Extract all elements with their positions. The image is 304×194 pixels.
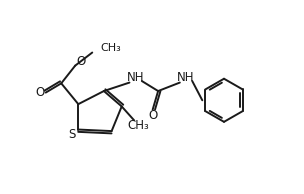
Text: O: O <box>76 55 85 68</box>
Text: O: O <box>36 86 45 99</box>
Text: NH: NH <box>177 71 195 84</box>
Text: CH₃: CH₃ <box>100 43 121 53</box>
Text: NH: NH <box>127 71 144 84</box>
Text: S: S <box>68 128 76 141</box>
Text: O: O <box>148 109 157 122</box>
Text: CH₃: CH₃ <box>128 119 150 132</box>
